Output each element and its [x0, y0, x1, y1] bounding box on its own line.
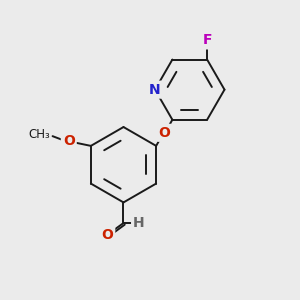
Text: N: N: [149, 82, 161, 97]
Text: O: O: [63, 134, 75, 148]
Text: F: F: [202, 33, 212, 47]
Text: O: O: [158, 126, 170, 140]
Text: CH₃: CH₃: [29, 128, 50, 142]
Text: O: O: [101, 228, 113, 242]
Text: H: H: [132, 216, 144, 230]
